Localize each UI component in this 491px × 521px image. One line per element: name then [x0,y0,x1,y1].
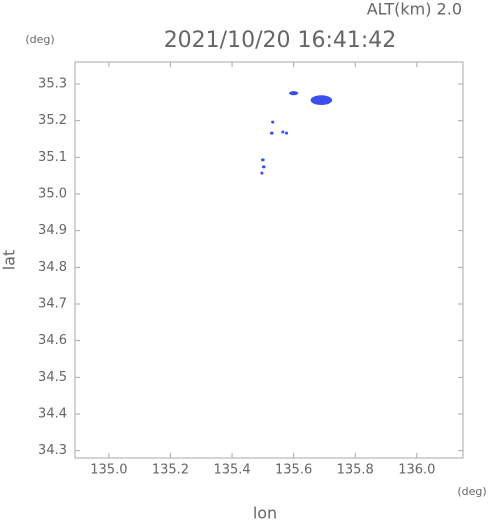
y-tick-label: 34.9 [38,223,67,238]
y-tick-label: 34.7 [38,297,67,312]
echo-point [310,95,333,105]
y-unit: (deg) [25,33,54,46]
echo-point [269,131,274,135]
echo-point [271,120,275,124]
x-tick-label: 135.6 [275,463,312,478]
y-tick-label: 35.1 [38,150,67,165]
y-tick-label: 35.3 [38,77,67,92]
y-tick-label: 34.6 [38,333,67,348]
y-tick-label: 35.2 [38,113,67,128]
y-tick-label: 35.0 [38,187,67,202]
echo-point [260,171,264,175]
plot-frame [74,61,464,459]
x-tick-label: 135.0 [90,463,127,478]
chart-title: 2021/10/20 16:41:42 [164,28,397,53]
y-tick-label: 34.5 [38,370,67,385]
echo-point [261,165,266,169]
altitude-label: ALT(km) 2.0 [367,0,462,19]
y-tick-label: 34.3 [38,443,67,458]
y-tick-label: 34.4 [38,407,67,422]
x-tick-label: 135.4 [213,463,250,478]
y-tick-label: 34.8 [38,260,67,275]
echo-point [260,158,265,162]
echo-point [281,130,285,134]
echo-point [285,131,289,135]
x-tick-label: 135.2 [152,463,189,478]
x-tick-label: 136.0 [398,463,435,478]
x-unit: (deg) [457,485,486,498]
y-axis-label: lat [0,250,19,271]
x-axis-label: lon [253,504,277,521]
echo-point [289,91,299,96]
x-tick-label: 135.8 [337,463,374,478]
